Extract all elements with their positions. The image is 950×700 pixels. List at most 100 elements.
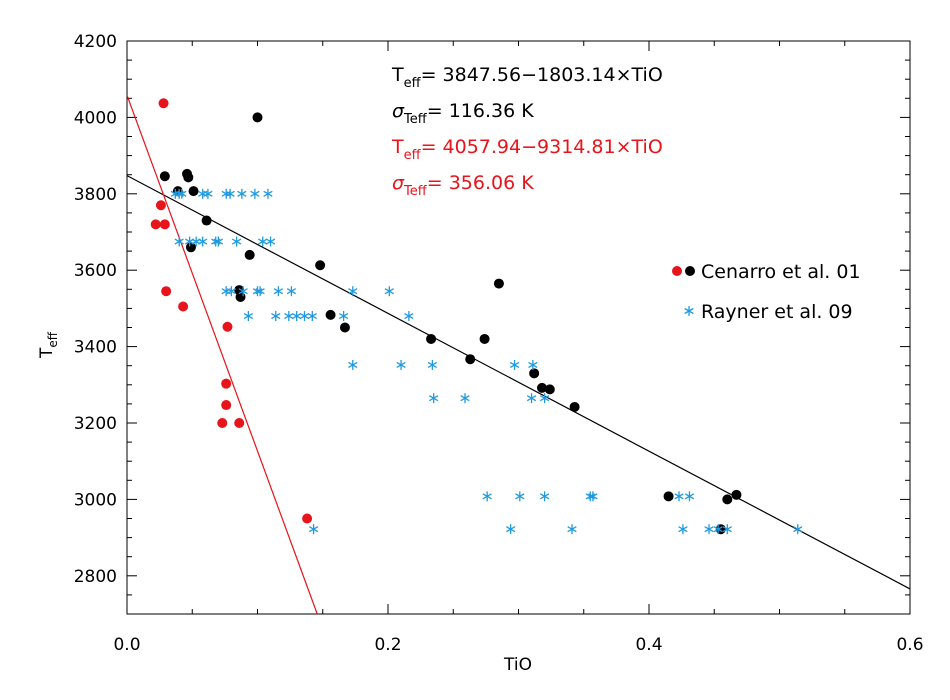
- asterisk-stroke: [177, 190, 187, 197]
- cenarro-point-black: [544, 384, 555, 395]
- rayner-point: [678, 524, 688, 535]
- asterisk-stroke: [404, 312, 414, 320]
- asterisk-stroke: [237, 190, 247, 197]
- rayner-point: [567, 524, 577, 535]
- rayner-point: [221, 286, 231, 297]
- fit-annotation: σTeff= 116.36 K: [392, 100, 534, 127]
- asterisk-stroke: [588, 493, 598, 500]
- rayner-point: [713, 524, 723, 535]
- rayner-point: [174, 236, 184, 247]
- asterisk-stroke: [506, 526, 516, 533]
- cenarro-point-red: [217, 418, 228, 428]
- annotation-symbol: T: [391, 64, 404, 86]
- rayner-point: [348, 359, 358, 370]
- rayner-point: [722, 524, 732, 535]
- rayner-point: [429, 393, 439, 404]
- rayner-point: [404, 311, 414, 322]
- cenarro-point-black: [479, 333, 490, 344]
- annotation-subscript: Teff: [403, 112, 428, 127]
- cenarro-point-black: [244, 249, 255, 260]
- asterisk-stroke: [793, 526, 803, 533]
- asterisk-stroke: [291, 312, 302, 320]
- rayner-point: [258, 236, 268, 247]
- rayner-point: [213, 236, 224, 247]
- asterisk-stroke: [509, 361, 520, 368]
- annotation-value: = 116.36 K: [427, 100, 534, 122]
- rayner-point: [271, 311, 281, 322]
- rayner-point: [684, 491, 695, 502]
- asterisk-stroke: [396, 361, 406, 368]
- cenarro-point-red: [161, 286, 172, 297]
- rayner-point: [509, 359, 520, 370]
- rayner-point: [793, 524, 803, 535]
- asterisk-stroke: [348, 288, 358, 295]
- annotation-symbol: σ: [392, 100, 405, 122]
- annotation-subscript: eff: [404, 76, 422, 91]
- tick-labels: 0.0 0.2 0.4 0.6 2800 3000 3200 3400 3600 3800 4000…: [74, 32, 924, 655]
- cenarro-point-black: [252, 112, 263, 123]
- rayner-point: [704, 524, 714, 535]
- rayner-point: [539, 393, 550, 404]
- legend-marker-asterisk: [684, 306, 694, 316]
- asterisk-stroke: [460, 395, 470, 402]
- axis-ticks: [126, 40, 911, 615]
- cenarro-point-black: [722, 494, 733, 505]
- rayner-point: [238, 286, 248, 297]
- y-axis-title-sub: eff: [46, 331, 60, 347]
- asterisk-stroke: [704, 526, 714, 533]
- asterisk-stroke: [225, 190, 235, 197]
- asterisk-stroke: [348, 361, 358, 368]
- rayner-point: [460, 393, 470, 404]
- fit-annotation: Teff= 3847.56−1803.14×TiO: [391, 64, 663, 91]
- cenarro-point-black: [465, 354, 476, 365]
- asterisk-stroke: [273, 288, 284, 295]
- rayner-point: [203, 188, 213, 199]
- cenarro-point-black: [493, 278, 504, 289]
- fit-annotation: Teff= 4057.94−9314.81×TiO: [391, 136, 663, 163]
- cenarro-point-red: [178, 301, 189, 312]
- cenarro-point-black: [201, 215, 212, 226]
- rayner-point: [588, 491, 598, 502]
- asterisk-stroke: [308, 526, 319, 533]
- y-tick-label: 3400: [74, 338, 117, 358]
- cenarro-point-red: [159, 219, 170, 230]
- rayner-point: [348, 286, 358, 297]
- rayner-point: [284, 311, 294, 322]
- y-tick-label: 3600: [74, 261, 117, 281]
- annotation-value: = 3847.56−1803.14×TiO: [421, 64, 663, 86]
- asterisk-stroke: [286, 288, 297, 295]
- y-tick-label: 4000: [74, 108, 117, 128]
- rayner-point: [265, 236, 276, 247]
- rayner-point: [396, 359, 406, 370]
- asterisk-stroke: [238, 288, 248, 295]
- rayner-point: [198, 188, 208, 199]
- rayner-point: [539, 491, 550, 502]
- data-points: [150, 98, 803, 535]
- annotation-subscript: eff: [404, 148, 422, 163]
- cenarro-point-black: [731, 489, 742, 500]
- rayner-point: [198, 236, 208, 247]
- cenarro-point-black: [426, 333, 437, 344]
- annotation-value: = 356.06 K: [427, 172, 534, 194]
- cenarro-point-black: [315, 260, 326, 271]
- legend-label: Rayner et al. 09: [701, 301, 853, 323]
- rayner-point: [226, 286, 237, 297]
- asterisk-stroke: [429, 395, 439, 402]
- rayner-point: [225, 188, 235, 199]
- asterisk-stroke: [243, 312, 254, 320]
- cenarro-point-black: [185, 242, 196, 253]
- asterisk-stroke: [713, 526, 723, 533]
- cenarro-point-black: [529, 368, 540, 379]
- rayner-point: [255, 286, 265, 297]
- cenarro-point-black: [159, 171, 170, 182]
- rayner-point: [291, 311, 302, 322]
- y-tick-label: 3800: [74, 185, 117, 205]
- asterisk-stroke: [203, 190, 213, 197]
- asterisk-stroke: [722, 526, 732, 533]
- rayner-point: [231, 236, 242, 247]
- asterisk-stroke: [684, 493, 695, 500]
- fit-line: [126, 95, 318, 615]
- y-tick-label: 3000: [74, 490, 117, 510]
- rayner-point: [674, 491, 684, 502]
